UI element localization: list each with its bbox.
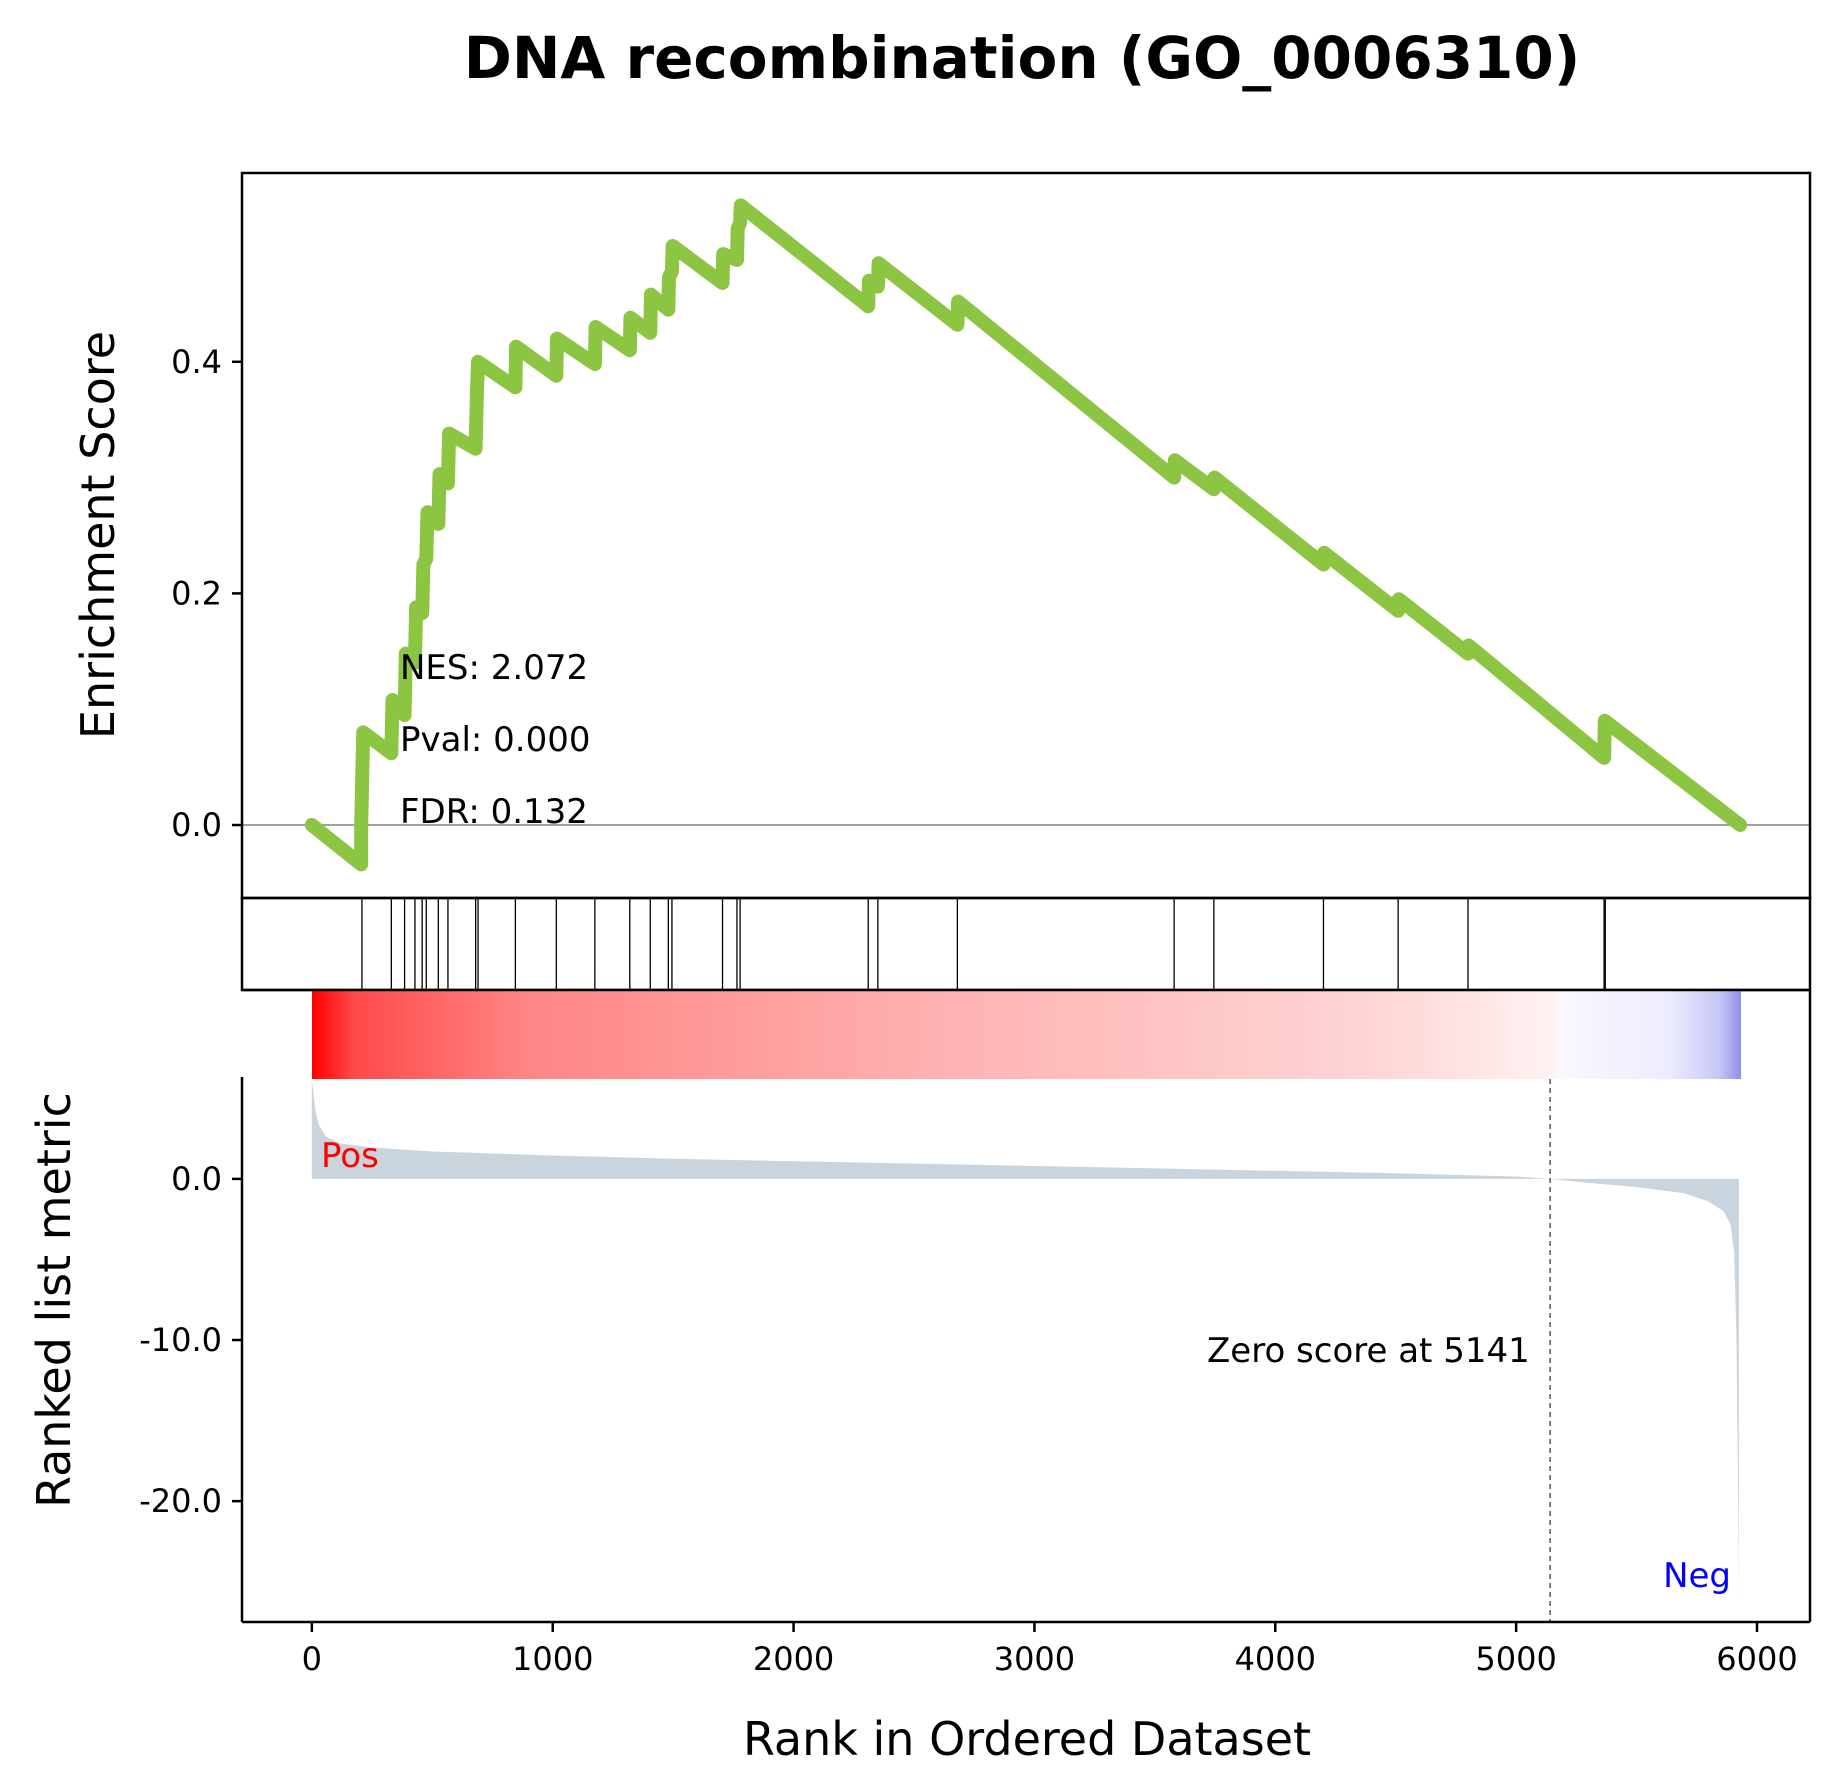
x-axis-label: Rank in Ordered Dataset — [743, 1712, 1311, 1766]
metric-y-ticks: 0.0 -10.0 -20.0 — [139, 1160, 242, 1520]
x-tick-label: 1000 — [512, 1640, 593, 1678]
x-tick-label: 3000 — [994, 1640, 1075, 1678]
pval-annotation: Pval: 0.000 — [400, 720, 591, 760]
x-tick-label: 4000 — [1235, 1640, 1316, 1678]
ranked-metric-panel: 0.0 -10.0 -20.0 Zero score at 5141 Pos Neg — [139, 988, 1812, 1624]
hits-panel — [240, 896, 1812, 992]
enrichment-panel: 0.0 0.2 0.4 NES: 2.072 Pval: 0.000 FDR: 0.… — [171, 171, 1812, 900]
neg-label: Neg — [1663, 1556, 1731, 1596]
es-y-tick-label: 0.2 — [171, 574, 222, 612]
hit-marks — [361, 898, 1606, 990]
x-tick-label: 5000 — [1475, 1640, 1556, 1678]
pos-label: Pos — [321, 1136, 379, 1176]
es-y-tick-label: 0.4 — [171, 343, 222, 381]
chart-title: DNA recombination (GO_0006310) — [464, 24, 1581, 92]
zero-score-label: Zero score at 5141 — [1207, 1331, 1530, 1371]
es-y-axis-label: Enrichment Score — [71, 331, 125, 739]
x-tick-label: 6000 — [1716, 1640, 1797, 1678]
x-tick-label: 0 — [302, 1640, 322, 1678]
es-y-tick-label: 0.0 — [171, 806, 222, 844]
rank-gradient-bar — [312, 990, 1741, 1079]
enrichment-score-line — [304, 198, 1748, 872]
metric-y-tick-label: -20.0 — [139, 1482, 222, 1520]
nes-annotation: NES: 2.072 — [400, 648, 588, 688]
es-y-ticks: 0.0 0.2 0.4 — [171, 343, 242, 844]
x-tick-label: 2000 — [753, 1640, 834, 1678]
metric-y-tick-label: 0.0 — [171, 1160, 222, 1198]
metric-y-axis-label: Ranked list metric — [27, 1092, 81, 1508]
metric-y-tick-label: -10.0 — [139, 1321, 222, 1359]
x-axis-ticks: 0 1000 2000 3000 4000 5000 6000 — [302, 1622, 1798, 1678]
enrichment-frame — [240, 171, 1812, 900]
hits-frame — [240, 896, 1812, 992]
fdr-annotation: FDR: 0.132 — [400, 792, 588, 832]
